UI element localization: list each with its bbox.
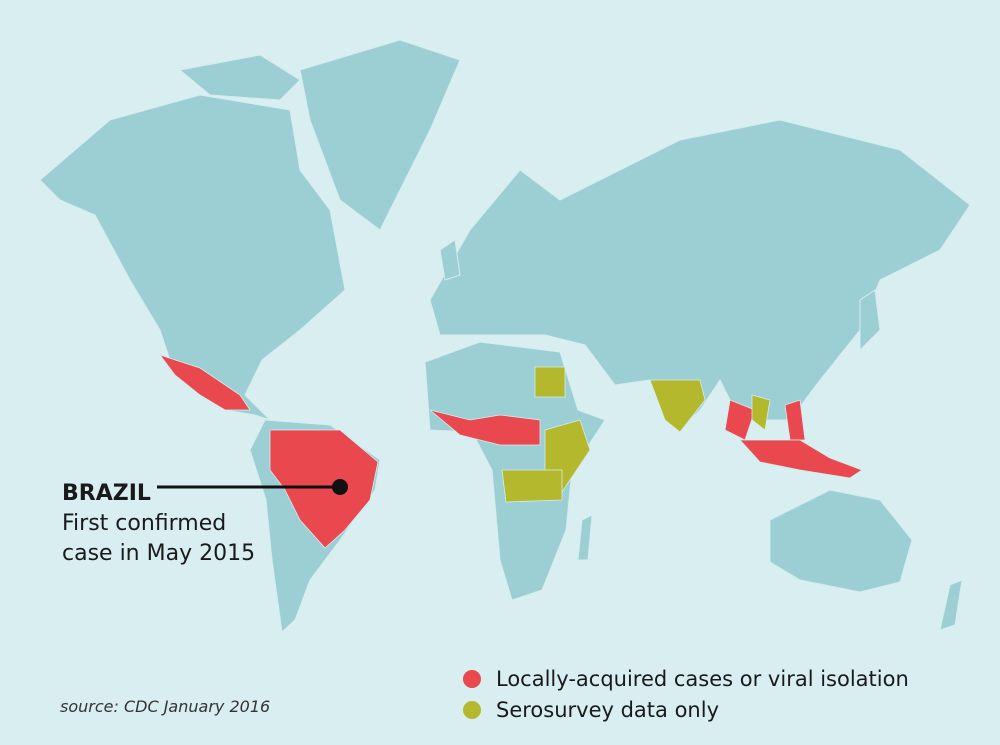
legend-label: Serosurvey data only [496,698,719,722]
australia [769,489,913,593]
arctic-islands [178,54,301,101]
legend: Locally-acquired cases or viral isolatio… [463,667,909,722]
mexico [158,354,251,411]
madagascar [577,514,593,561]
legend-label: Locally-acquired cases or viral isolatio… [496,667,909,691]
new-zealand [939,579,963,631]
egypt [534,366,566,398]
regions [158,354,863,549]
pointer-dot [332,479,348,495]
greenland [299,39,461,231]
india [649,379,706,433]
legend-swatch [463,670,481,688]
eurasia [429,119,971,431]
annotation-title: BRAZIL [62,481,151,506]
annotation-line: First confirmed [62,511,226,536]
annotation: BRAZIL First confirmed case in May 2015 [62,479,348,566]
annotation-line: case in May 2015 [62,541,255,566]
north-america [39,94,346,421]
vietnam [751,394,771,431]
west-africa [429,409,541,446]
source: source: CDC January 2016 [60,697,270,716]
brazil-region [269,429,379,549]
legend-swatch [463,701,481,719]
uk [439,239,461,281]
japan [859,289,881,352]
central-africa [501,469,563,503]
philippines [784,399,806,441]
indonesia [739,439,863,479]
